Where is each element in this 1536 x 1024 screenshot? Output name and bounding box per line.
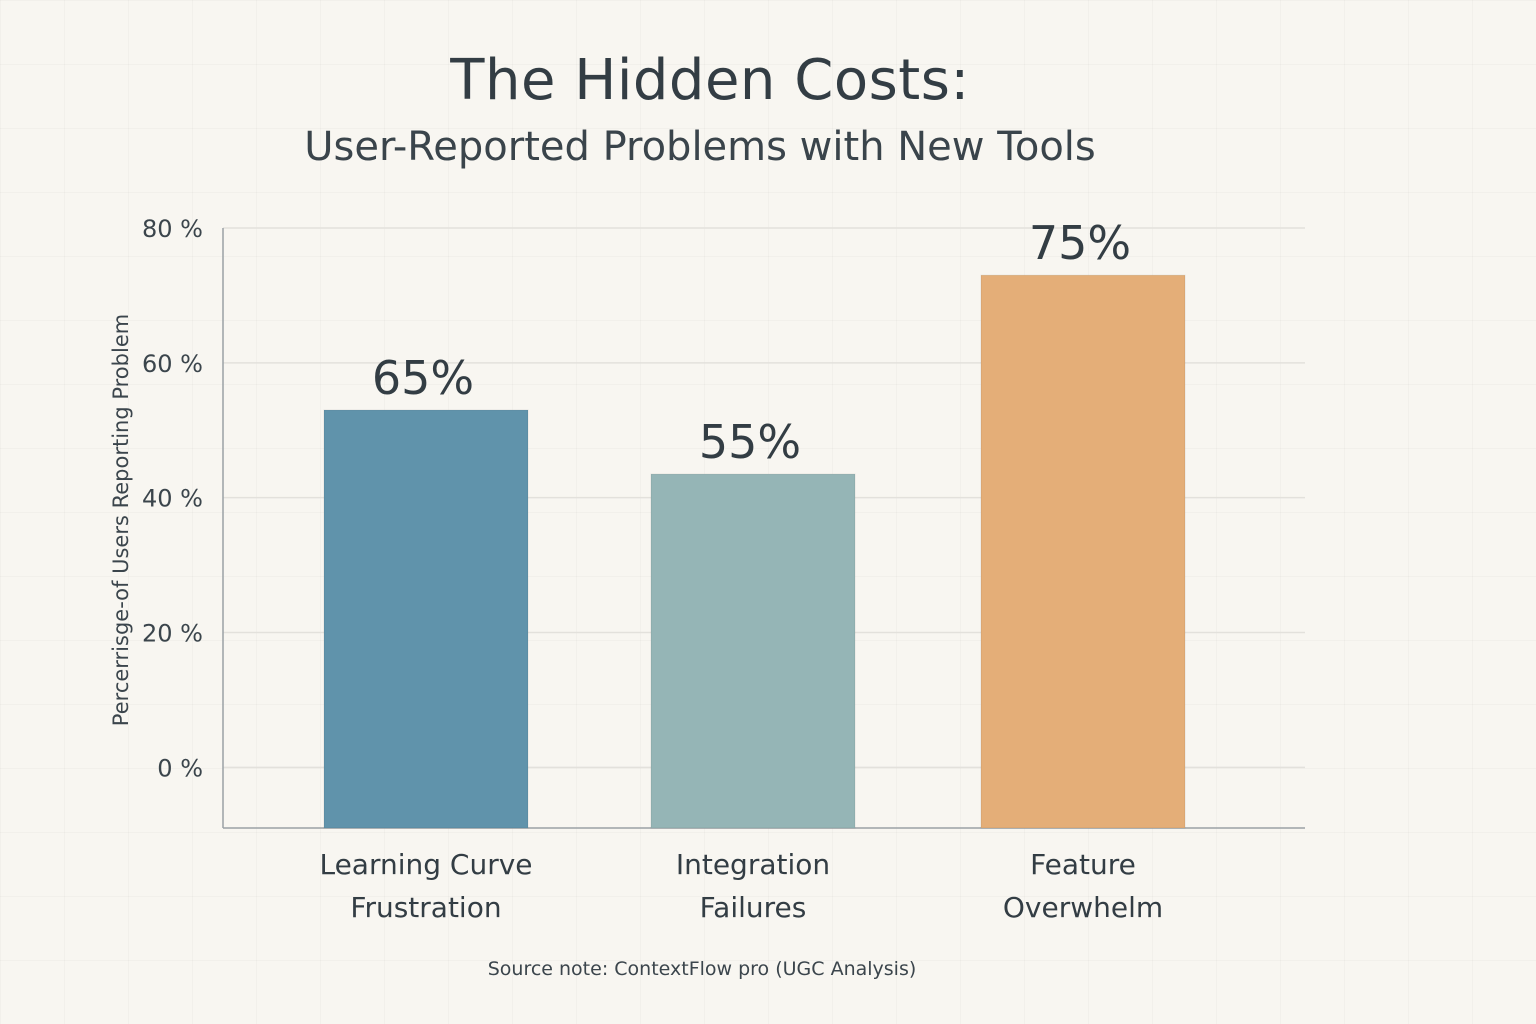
- bar: [650, 473, 856, 829]
- data-label: 65%: [372, 351, 474, 405]
- y-tick-label: 80 %: [142, 215, 203, 243]
- source-note: Source note: ContextFlow pro (UGC Analys…: [487, 958, 917, 980]
- x-category-label: Frustration: [350, 891, 501, 924]
- y-axis-label: Percerrisge-of Users Reporting Problem: [109, 314, 133, 726]
- chart-title: The Hidden Costs:: [450, 48, 970, 113]
- data-label: 55%: [699, 415, 801, 469]
- chart-subtitle: User-Reported Problems with New Tools: [304, 124, 1096, 170]
- bar: [323, 409, 529, 829]
- x-category-label: Failures: [700, 891, 807, 924]
- y-tick-label: 40 %: [142, 485, 203, 513]
- y-tick-label: 60 %: [142, 350, 203, 378]
- x-category-label: Overwhelm: [1003, 891, 1163, 924]
- x-category-label: Integration: [676, 848, 830, 881]
- x-category-label: Learning Curve: [319, 848, 532, 881]
- bar: [980, 274, 1186, 829]
- y-tick-label: 0 %: [157, 754, 203, 782]
- data-label: 75%: [1029, 216, 1131, 270]
- x-category-label: Feature: [1030, 848, 1136, 881]
- y-tick-label: 20 %: [142, 619, 203, 647]
